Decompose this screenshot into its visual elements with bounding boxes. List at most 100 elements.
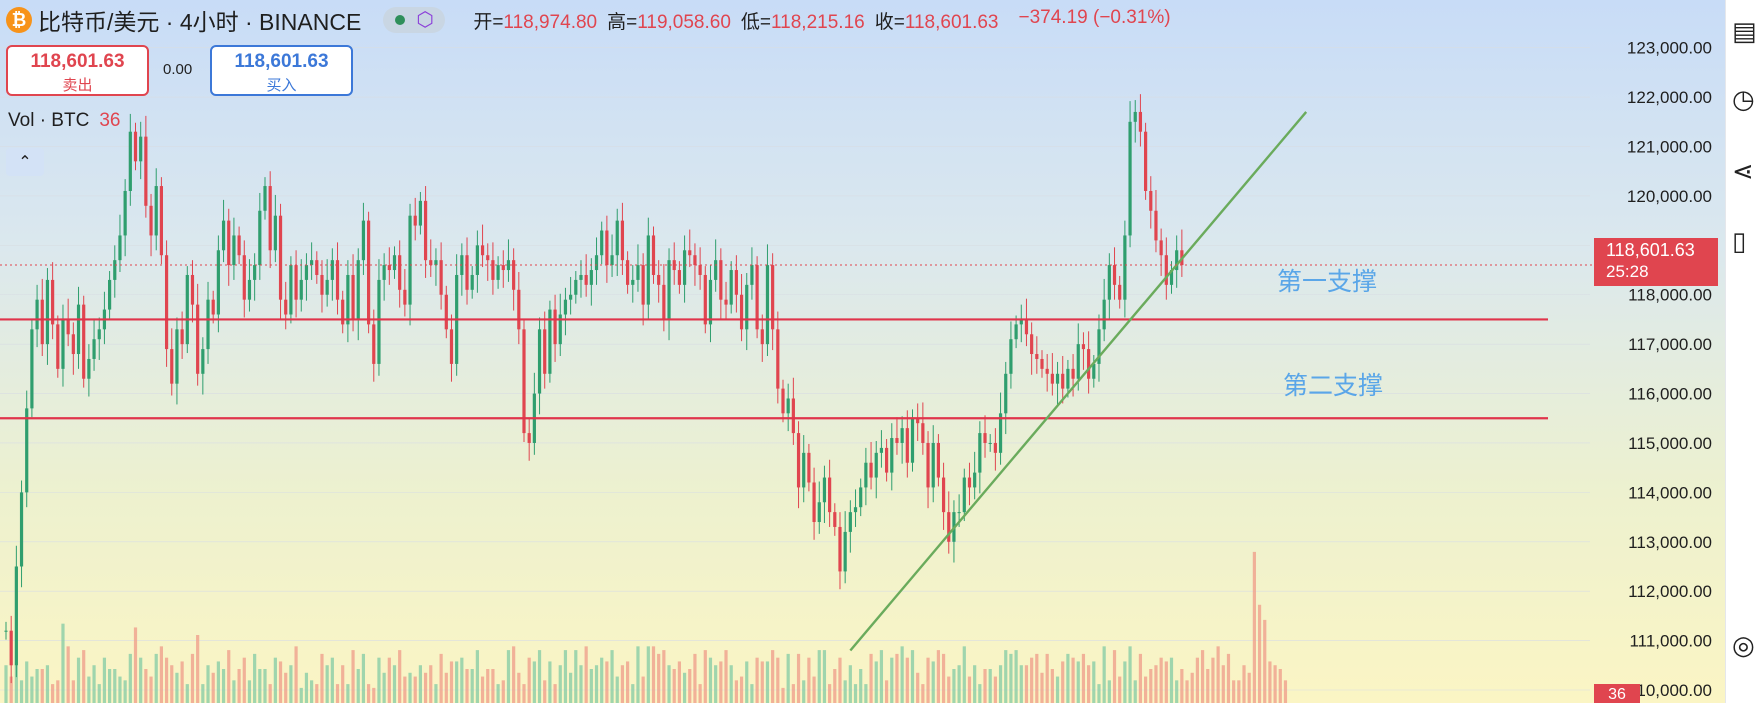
collapse-chevron-icon[interactable]: ⌃ — [6, 148, 44, 176]
volume-bar — [330, 657, 334, 703]
candle-body — [807, 452, 811, 483]
last-price-tag: 118,601.63 25:28 — [1594, 238, 1718, 286]
candle-body — [82, 304, 86, 379]
candle-body — [496, 265, 500, 280]
candle-body — [253, 265, 257, 280]
volume-bar — [522, 684, 526, 703]
volume-bar — [1092, 661, 1096, 703]
candle-body — [781, 388, 785, 414]
candle-body — [1035, 354, 1039, 359]
candle-body — [719, 260, 723, 300]
candle-body — [1097, 329, 1101, 364]
buy-price: 118,601.63 — [234, 51, 329, 72]
candle-body — [512, 260, 516, 290]
volume-bar — [833, 669, 837, 703]
ohlc-readout: 开=118,974.80 高=119,058.60 低=118,215.16 收… — [473, 7, 1170, 34]
volume-bar — [719, 661, 723, 703]
candle-body — [108, 279, 112, 310]
candle-body — [372, 324, 376, 364]
candle-body — [620, 220, 625, 261]
volume-bar — [1159, 657, 1163, 703]
volume-bar — [1055, 676, 1060, 703]
volume-bar — [465, 669, 469, 703]
market-status-dot-icon — [395, 15, 406, 25]
candle-body — [392, 255, 397, 271]
volume-bar — [118, 676, 122, 703]
volume-bar — [1144, 676, 1148, 703]
volume-bar — [853, 684, 858, 703]
volume-bar — [506, 650, 511, 703]
candle-body — [185, 274, 189, 345]
volume-bar — [869, 653, 873, 703]
symbol-title[interactable]: 比特币/美元 · 4小时 · BINANCE — [38, 9, 362, 35]
y-tick-label: 113,000.00 — [1628, 533, 1712, 552]
candlestick-chart[interactable]: 123,000.00 122,000.00 121,000.00 120,000.00… — [0, 0, 1725, 703]
sell-button[interactable]: 118,601.63 卖出 — [6, 45, 149, 96]
volume-bar — [781, 687, 785, 703]
volume-bar — [1185, 680, 1189, 703]
volume-bar — [569, 672, 573, 703]
candle-body — [998, 413, 1003, 453]
candle-body — [905, 428, 909, 463]
volume-bar — [543, 680, 547, 703]
candle-body — [1149, 190, 1153, 211]
target-icon[interactable]: ◎ — [1732, 632, 1755, 660]
volume-bar — [19, 680, 24, 703]
volume-bar — [82, 650, 86, 703]
low-value: 118,215.16 — [771, 11, 865, 33]
volume-bar — [620, 665, 625, 703]
candle-body — [423, 200, 428, 261]
candle-body — [729, 270, 733, 305]
share-icon[interactable]: ⬡ — [416, 9, 434, 31]
candle-body — [760, 329, 764, 345]
candle-body — [802, 452, 806, 488]
volume-bar — [1206, 669, 1210, 703]
candle-body — [879, 447, 884, 453]
volume-bar — [273, 657, 277, 703]
candle-body — [429, 260, 433, 266]
volume-bar — [56, 680, 60, 703]
status-pill[interactable]: ⬡ — [383, 7, 446, 33]
volume-bar — [745, 661, 749, 703]
candle-body — [444, 294, 448, 330]
volume-bar — [1128, 646, 1132, 703]
spread-value: 0.00 — [163, 61, 193, 78]
volume-bar — [1226, 653, 1231, 703]
bookmark-icon[interactable]: ▯ — [1732, 228, 1747, 256]
high-value: 119,058.60 — [637, 11, 731, 33]
candle-body — [232, 235, 236, 266]
volume-legend[interactable]: Vol · BTC 36 — [8, 110, 120, 132]
bitcoin-icon: ₿ — [6, 7, 32, 33]
candle-body — [615, 220, 619, 256]
candle-body — [522, 329, 526, 434]
candle-body — [480, 245, 485, 256]
candle-body — [1019, 319, 1023, 325]
candle-body — [631, 279, 635, 285]
y-tick-label: 112,000.00 — [1628, 582, 1712, 601]
volume-bar — [449, 661, 454, 703]
volume-bar — [662, 650, 666, 703]
volume-bar — [289, 665, 293, 703]
volume-bar — [351, 650, 355, 703]
share-icon[interactable]: ⋖ — [1732, 158, 1754, 186]
candle-body — [864, 462, 868, 488]
candle-body — [978, 433, 982, 473]
volume-bar — [802, 680, 806, 703]
candle-body — [367, 220, 371, 325]
volume-bar — [1087, 665, 1091, 703]
volume-bar — [916, 672, 920, 703]
volume-bar — [1263, 619, 1267, 703]
clock-icon[interactable]: ◷ — [1732, 86, 1755, 114]
candle-body — [1055, 373, 1060, 384]
volume-bar — [1123, 661, 1127, 703]
buy-button[interactable]: 118,601.63 买入 — [210, 45, 353, 96]
volume-bar — [299, 687, 303, 703]
volume-bar — [434, 684, 438, 703]
y-tick-label: 120,000.00 — [1627, 187, 1712, 206]
candle-body — [1107, 265, 1111, 300]
volume-bar — [1045, 653, 1049, 703]
candle-body — [501, 265, 505, 271]
calendar-icon[interactable]: ▤ — [1732, 18, 1757, 46]
chart-area[interactable]: 123,000.00 122,000.00 121,000.00 120,000.00… — [0, 0, 1725, 703]
candle-body — [594, 255, 599, 271]
